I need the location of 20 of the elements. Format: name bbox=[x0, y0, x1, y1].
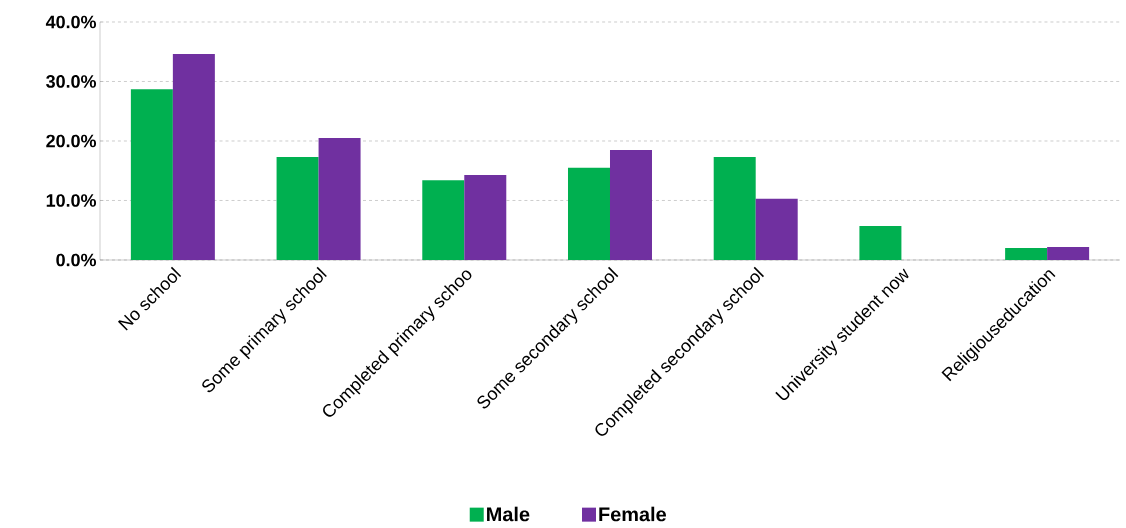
bar bbox=[755, 198, 798, 260]
legend-label: Female bbox=[599, 506, 666, 522]
bar bbox=[567, 167, 610, 260]
bar bbox=[422, 180, 465, 260]
bar bbox=[464, 174, 507, 260]
bar bbox=[609, 149, 652, 260]
bar bbox=[130, 89, 173, 260]
y-tick-label: 40.0% bbox=[45, 15, 97, 29]
legend-label: Male bbox=[487, 506, 530, 522]
y-tick-label: 0.0% bbox=[56, 253, 97, 267]
bar bbox=[713, 157, 756, 260]
bar bbox=[1005, 248, 1048, 260]
y-tick-label: 20.0% bbox=[46, 134, 97, 148]
bar bbox=[859, 226, 902, 260]
bar bbox=[318, 138, 361, 260]
y-tick-label: 30.0% bbox=[46, 75, 97, 88]
bar bbox=[1047, 246, 1090, 260]
y-tick-label: 10.0% bbox=[46, 194, 97, 207]
bar bbox=[172, 54, 215, 260]
bar bbox=[276, 157, 319, 260]
